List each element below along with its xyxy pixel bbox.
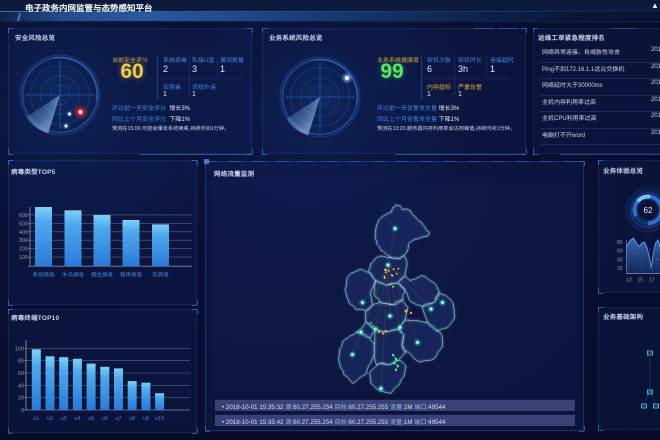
svg-text:40: 40: [18, 383, 24, 389]
svg-text:u1: u1: [33, 416, 39, 422]
svg-text:u2: u2: [47, 416, 53, 422]
svg-text:u3: u3: [61, 416, 67, 422]
svg-text:13: 13: [626, 278, 632, 284]
svg-text:木马病毒: 木马病毒: [62, 272, 85, 279]
svg-text:600: 600: [19, 213, 28, 219]
svg-text:20: 20: [617, 266, 623, 272]
svg-text:程序病毒: 程序病毒: [120, 272, 143, 279]
svg-text:60: 60: [18, 371, 24, 377]
svg-text:80: 80: [18, 359, 24, 365]
svg-text:系统病毒: 系统病毒: [32, 272, 55, 279]
svg-text:0: 0: [21, 408, 24, 414]
svg-text:100: 100: [19, 255, 28, 261]
svg-text:100: 100: [15, 346, 24, 352]
svg-text:蠕虫病毒: 蠕虫病毒: [91, 272, 114, 279]
svg-text:40: 40: [617, 257, 623, 263]
svg-text:u10: u10: [155, 416, 164, 422]
svg-text:17: 17: [649, 278, 655, 284]
svg-text:15: 15: [638, 278, 644, 284]
svg-text:u6: u6: [102, 416, 108, 422]
svg-text:200: 200: [19, 247, 28, 253]
svg-text:400: 400: [19, 230, 28, 236]
svg-text:u7: u7: [115, 416, 121, 422]
svg-text:u4: u4: [74, 416, 80, 422]
svg-text:500: 500: [19, 221, 28, 227]
svg-text:80: 80: [617, 240, 623, 246]
svg-text:u8: u8: [129, 416, 135, 422]
svg-text:宏病毒: 宏病毒: [152, 272, 169, 279]
svg-text:300: 300: [19, 238, 28, 244]
svg-text:62: 62: [644, 206, 653, 215]
svg-text:u9: u9: [143, 416, 149, 422]
svg-text:60: 60: [617, 249, 623, 255]
svg-text:u5: u5: [88, 416, 94, 422]
svg-text:20: 20: [18, 396, 24, 402]
